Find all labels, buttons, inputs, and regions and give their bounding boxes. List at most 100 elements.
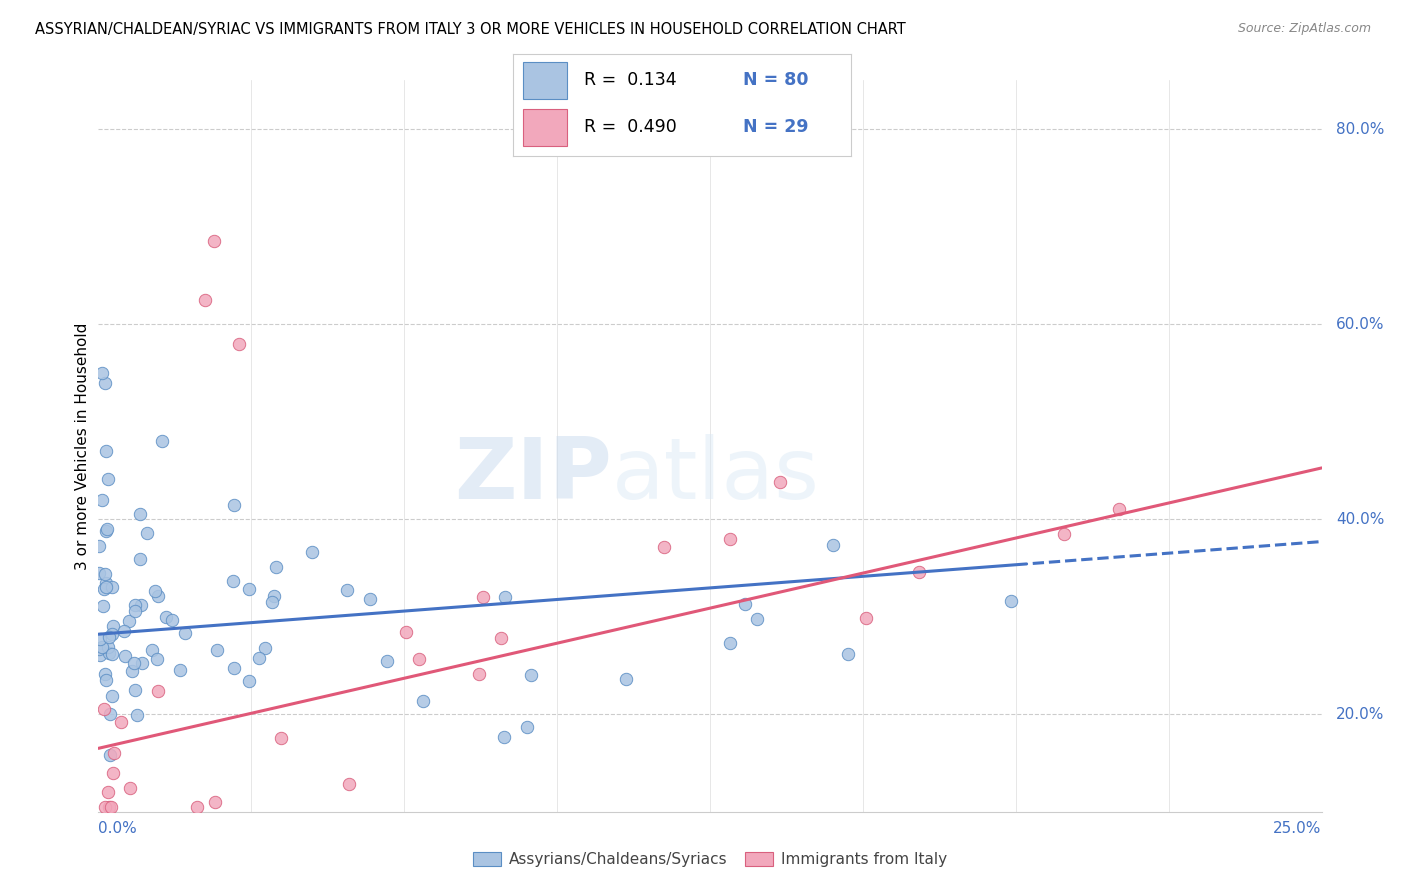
Point [155,609,177,624]
Point [837,647,859,661]
Point [97,640,120,654]
Point [94,673,117,687]
Point [494,591,516,605]
Point [1053,527,1076,541]
Point [101,581,124,595]
Point [89,566,111,580]
Point [516,720,538,734]
Point [98,800,121,814]
Point [124,683,146,698]
FancyBboxPatch shape [523,109,567,145]
Point [91,599,114,613]
Point [769,475,792,490]
Point [118,614,141,628]
Point [468,666,491,681]
Point [734,597,756,611]
Point [186,800,208,814]
Text: R =  0.490: R = 0.490 [583,119,676,136]
Point [93,702,115,716]
Point [98,747,121,762]
Point [100,800,122,814]
Point [124,604,146,618]
Point [96,443,118,458]
Text: N = 29: N = 29 [742,119,808,136]
Point [93,582,115,596]
Point [614,672,637,686]
Point [94,376,117,390]
FancyBboxPatch shape [523,62,567,99]
Point [101,618,124,632]
Point [96,522,118,536]
Point [100,627,122,641]
Point [150,434,173,449]
Text: 0.0%: 0.0% [98,822,138,837]
Point [94,576,117,591]
Point [247,650,270,665]
Text: ASSYRIAN/CHALDEAN/SYRIAC VS IMMIGRANTS FROM ITALY 3 OR MORE VEHICLES IN HOUSEHOL: ASSYRIAN/CHALDEAN/SYRIAC VS IMMIGRANTS F… [35,22,905,37]
Point [120,780,142,795]
Point [129,552,152,566]
Point [253,641,276,656]
Point [336,582,359,597]
Point [747,612,769,626]
Point [127,708,149,723]
Point [98,630,121,644]
Point [135,526,157,541]
Point [301,545,323,559]
Point [122,656,145,670]
Point [718,635,741,649]
Point [89,632,111,647]
Point [1108,501,1130,516]
Point [359,592,381,607]
Point [408,651,430,665]
Point [101,765,124,780]
Point [97,785,120,799]
Text: Source: ZipAtlas.com: Source: ZipAtlas.com [1237,22,1371,36]
Point [855,611,877,625]
Point [145,652,167,666]
Text: R =  0.134: R = 0.134 [583,71,676,89]
Point [908,566,931,580]
Point [222,661,245,675]
Point [194,293,217,307]
Point [87,539,110,553]
Point [823,538,845,552]
Point [128,507,150,521]
Point [202,234,225,248]
Point [90,640,112,655]
Point [260,595,283,609]
Point [263,589,285,603]
Point [114,648,136,663]
Point [264,560,287,574]
Text: 80.0%: 80.0% [1336,121,1385,136]
Point [143,584,166,599]
Point [520,668,543,682]
Point [91,492,114,507]
Point [89,641,111,656]
Legend: Assyrians/Chaldeans/Syriacs, Immigrants from Italy: Assyrians/Chaldeans/Syriacs, Immigrants … [467,847,953,873]
Point [121,664,143,678]
Point [174,625,197,640]
Text: 40.0%: 40.0% [1336,512,1385,526]
Text: N = 80: N = 80 [742,71,808,89]
Point [148,590,170,604]
Point [169,663,191,677]
Point [718,532,741,546]
Text: 25.0%: 25.0% [1274,822,1322,837]
Point [94,667,117,681]
Point [238,673,260,688]
Point [94,800,117,814]
Point [205,643,228,657]
Point [491,631,513,645]
Text: 20.0%: 20.0% [1336,706,1385,722]
Point [375,654,398,668]
Text: 60.0%: 60.0% [1336,317,1385,332]
Point [492,730,515,744]
Point [124,598,146,612]
Point [337,777,360,791]
Point [96,581,118,595]
Point [94,567,117,582]
Point [270,731,292,746]
Point [100,690,122,704]
Point [146,684,169,698]
